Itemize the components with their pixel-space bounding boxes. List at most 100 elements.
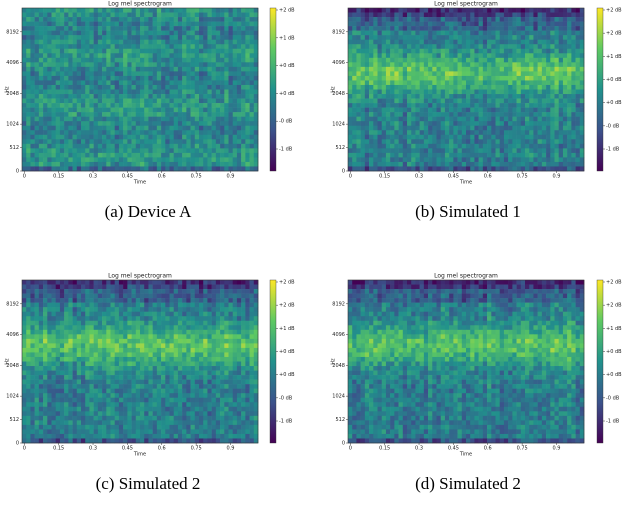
spectrogram-cell (144, 85, 149, 90)
spectrogram-cell (428, 22, 433, 27)
spectrogram-cell (81, 31, 86, 36)
spectrogram-cell (220, 280, 225, 285)
spectrogram-cell (119, 40, 124, 45)
spectrogram-cell (191, 85, 196, 90)
spectrogram-cell (148, 40, 153, 45)
spectrogram-cell (170, 312, 175, 317)
spectrogram-cell (462, 58, 467, 63)
spectrogram-cell (420, 166, 425, 171)
spectrogram-cell (161, 31, 166, 36)
spectrogram-cell (81, 166, 86, 171)
spectrogram-cell (563, 22, 568, 27)
spectrogram-cell (165, 13, 170, 18)
spectrogram-cell (224, 130, 229, 135)
spectrogram-cell (229, 31, 234, 36)
spectrogram-cell (369, 90, 374, 95)
spectrogram-cell (170, 153, 175, 158)
spectrogram-cell (115, 94, 120, 99)
spectrogram-cell (432, 126, 437, 131)
spectrogram-cell (186, 117, 191, 122)
spectrogram-cell (386, 62, 391, 67)
spectrogram-cell (94, 166, 99, 171)
spectrogram-cell (517, 103, 522, 108)
spectrogram-cell (250, 307, 255, 312)
spectrogram-cell (424, 49, 429, 54)
spectrogram-cell (373, 94, 378, 99)
spectrogram-cell (178, 325, 183, 330)
spectrogram-cell (123, 162, 128, 167)
spectrogram-cell (517, 121, 522, 126)
spectrogram-cell (415, 112, 420, 117)
spectrogram-cell (195, 44, 200, 49)
spectrogram-cell (555, 17, 560, 22)
spectrogram-cell (394, 31, 399, 36)
spectrogram-cell (77, 285, 82, 290)
spectrogram-cell (98, 139, 103, 144)
spectrogram-cell (153, 53, 158, 58)
spectrogram-cell (352, 53, 357, 58)
spectrogram-cell (529, 44, 534, 49)
spectrogram-cell (73, 58, 78, 63)
spectrogram-cell (30, 139, 35, 144)
spectrogram-cell (165, 121, 170, 126)
spectrogram-cell (127, 117, 132, 122)
spectrogram-cell (479, 85, 484, 90)
spectrogram-cell (415, 40, 420, 45)
spectrogram-cell (224, 126, 229, 131)
spectrogram-cell (229, 307, 234, 312)
spectrogram-cell (512, 144, 517, 149)
spectrogram-cell (356, 22, 361, 27)
spectrogram-cell (127, 166, 132, 171)
spectrogram-cell (178, 53, 183, 58)
spectrogram-cell (94, 35, 99, 40)
spectrogram-cell (437, 103, 442, 108)
spectrogram-cell (462, 148, 467, 153)
spectrogram-cell (94, 144, 99, 149)
spectrogram-cell (161, 44, 166, 49)
spectrogram-cell (470, 157, 475, 162)
spectrogram-cell (483, 17, 488, 22)
spectrogram-cell (365, 80, 370, 85)
spectrogram-cell (195, 166, 200, 171)
spectrogram-cell (191, 312, 196, 317)
spectrogram-cell (533, 126, 538, 131)
spectrogram-cell (216, 280, 221, 285)
spectrogram-cell (567, 31, 572, 36)
spectrogram-cell (394, 53, 399, 58)
spectrogram-cell (73, 76, 78, 81)
spectrogram-cell (161, 49, 166, 54)
spectrogram-cell (245, 294, 250, 299)
spectrogram-cell (466, 94, 471, 99)
spectrogram-cell (224, 76, 229, 81)
spectrogram-cell (571, 90, 576, 95)
spectrogram-cell (580, 8, 585, 13)
spectrogram-cell (517, 166, 522, 171)
spectrogram-cell (525, 58, 530, 63)
spectrogram-cell (170, 71, 175, 76)
spectrogram-cell (140, 85, 145, 90)
spectrogram-cell (207, 298, 212, 303)
spectrogram-cell (81, 112, 86, 117)
spectrogram-cell (250, 40, 255, 45)
spectrogram-cell (102, 298, 107, 303)
spectrogram-cell (212, 22, 217, 27)
spectrogram-cell (496, 40, 501, 45)
spectrogram-cell (203, 108, 208, 113)
spectrogram-cell (403, 76, 408, 81)
spectrogram-cell (361, 17, 366, 22)
spectrogram-cell (496, 135, 501, 140)
spectrogram-cell (365, 67, 370, 72)
spectrogram-cell (466, 71, 471, 76)
spectrogram-cell (487, 94, 492, 99)
spectrogram-cell (60, 90, 65, 95)
spectrogram-cell (115, 26, 120, 31)
spectrogram-cell (445, 53, 450, 58)
spectrogram-cell (199, 303, 204, 308)
spectrogram-cell (102, 85, 107, 90)
spectrogram-cell (89, 121, 94, 126)
spectrogram-cell (68, 62, 73, 67)
spectrogram-cell (424, 103, 429, 108)
spectrogram-cell (35, 99, 40, 104)
spectrogram-cell (571, 76, 576, 81)
spectrogram-cell (73, 99, 78, 104)
